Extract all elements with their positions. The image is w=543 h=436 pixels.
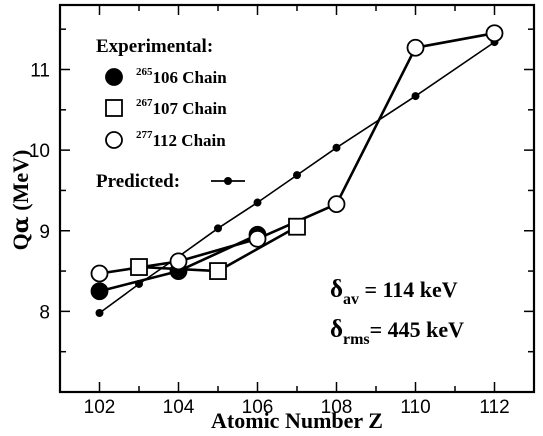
predicted-point — [253, 198, 262, 207]
legend-title: Experimental: — [96, 36, 213, 57]
legend-marker-open-square — [105, 99, 123, 117]
legend-marker-filled-circle — [105, 68, 123, 86]
chain-277112-point — [90, 264, 109, 283]
chain-277112-point — [327, 195, 346, 214]
y-axis-label: Qα (MeV) — [8, 150, 34, 251]
predicted-point — [95, 308, 104, 317]
x-tick-label: 112 — [479, 397, 509, 418]
legend-entry-267107: 267107 Chain — [136, 97, 227, 118]
chain-267107-point — [130, 258, 148, 276]
chain-277112-point — [406, 38, 425, 57]
y-tick-label: 8 — [39, 302, 50, 323]
x-tick-label: 104 — [163, 397, 195, 418]
predicted-point — [135, 279, 143, 288]
legend-predicted-label: Predicted: — [96, 171, 180, 192]
x-axis-label: Atomic Number Z — [211, 408, 383, 433]
predicted-point — [293, 171, 301, 180]
markers-layer — [90, 24, 504, 317]
x-tick-label: 108 — [321, 397, 353, 418]
predicted-point — [411, 92, 420, 101]
chain-277112-point — [248, 229, 267, 248]
y-tick-label: 10 — [29, 141, 50, 162]
legend-entry-265106: 265106 Chain — [136, 66, 227, 87]
ticks-layer: 102 104 106 108 110 112 8 9 10 11 — [29, 5, 535, 418]
predicted-point — [214, 224, 222, 233]
legend-entry-277112: 277112 Chain — [136, 129, 226, 150]
chain-267107-point — [288, 217, 306, 236]
chain-277112-point — [485, 24, 504, 43]
predicted-point — [332, 143, 341, 152]
x-tick-label: 110 — [400, 397, 430, 418]
chain-267107-point — [209, 262, 227, 280]
legend-predicted-dot — [224, 177, 232, 185]
x-tick-label: 102 — [84, 397, 116, 418]
y-tick-label: 9 — [39, 222, 50, 243]
legend-marker-open-circle — [105, 131, 123, 149]
annotation-delta-rms: δrms= 445 keV — [330, 316, 464, 348]
chain-265106-point — [90, 282, 109, 301]
chain-277112-point — [169, 252, 188, 271]
annotation-delta-av: δav = 114 keV — [330, 276, 458, 308]
x-tick-label: 106 — [242, 397, 274, 418]
y-tick-label: 11 — [30, 61, 50, 82]
